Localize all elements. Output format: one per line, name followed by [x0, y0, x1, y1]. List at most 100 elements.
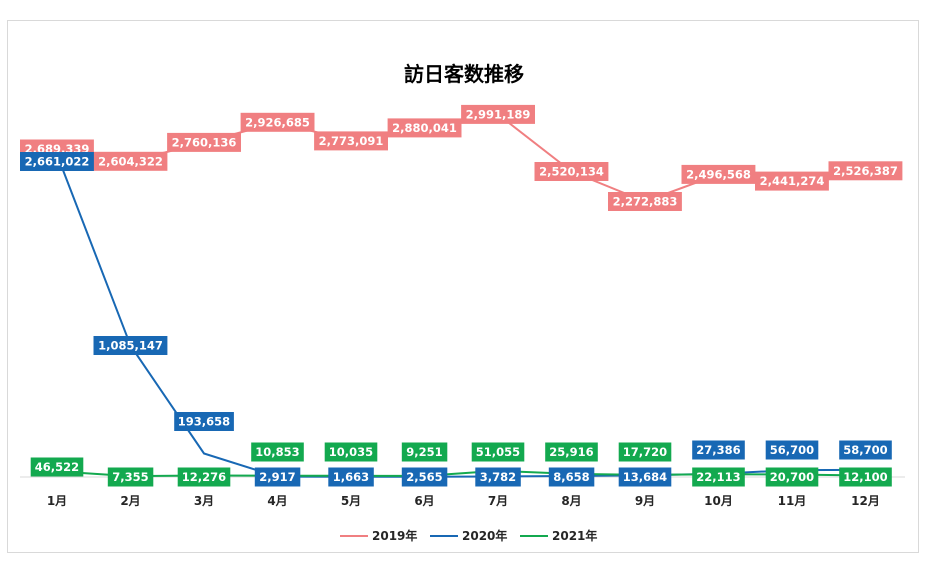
data-label-text: 58,700 — [843, 443, 887, 457]
data-label: 3,782 — [475, 467, 521, 487]
data-label-box — [839, 440, 892, 460]
x-tick-label: 11月 — [778, 494, 807, 508]
data-label: 17,720 — [618, 442, 672, 462]
data-label: 2,526,387 — [828, 161, 903, 181]
data-label-box — [174, 412, 234, 431]
data-label-box — [254, 467, 301, 487]
data-label-box — [534, 162, 609, 181]
data-label: 12,276 — [177, 467, 231, 487]
data-label-text: 8,658 — [553, 470, 589, 484]
data-label-box — [324, 442, 378, 462]
data-label-box — [828, 161, 903, 181]
data-label-box — [618, 442, 672, 462]
data-label: 2,661,022 — [20, 152, 94, 171]
data-label-text: 2,760,136 — [172, 135, 237, 149]
data-label-box — [545, 442, 598, 462]
data-label-text: 3,782 — [480, 470, 516, 484]
data-labels: 2,689,3392,604,3222,760,1362,926,6852,77… — [20, 104, 903, 487]
data-label-text: 2,917 — [259, 470, 295, 484]
data-label-text: 2,773,091 — [319, 134, 384, 148]
legend: 2019年 2020年 2021年 — [340, 528, 597, 543]
x-tick-label: 8月 — [561, 494, 581, 508]
data-label-text: 2,496,568 — [686, 167, 751, 181]
data-label-text: 2,441,274 — [760, 174, 825, 188]
data-label: 2,991,189 — [461, 104, 535, 124]
data-label-text: 2,880,041 — [392, 121, 457, 135]
data-label: 13,684 — [618, 467, 672, 487]
data-label-text: 20,700 — [770, 470, 814, 484]
data-label: 2,917 — [254, 467, 301, 487]
chart-title: 訪日客数推移 — [404, 62, 524, 86]
legend-item-2: 2021年 — [520, 528, 597, 543]
data-label-text: 1,085,147 — [98, 339, 163, 353]
data-label: 10,853 — [251, 442, 304, 462]
data-label: 2,760,136 — [167, 132, 241, 152]
x-tick-label: 9月 — [635, 494, 655, 508]
legend-label: 2019年 — [372, 528, 417, 543]
legend-label: 2021年 — [552, 528, 597, 543]
data-label: 46,522 — [30, 457, 84, 477]
data-label: 58,700 — [839, 440, 892, 460]
data-label-box — [314, 131, 388, 151]
data-label-text: 2,926,685 — [245, 115, 310, 129]
data-label-box — [107, 467, 154, 487]
data-label-box — [475, 467, 521, 487]
data-label-text: 2,565 — [406, 470, 442, 484]
data-label-text: 9,251 — [406, 445, 442, 459]
data-label-text: 10,035 — [329, 445, 373, 459]
data-label: 20,700 — [765, 467, 819, 487]
data-label-box — [401, 467, 448, 487]
data-label-text: 2,272,883 — [613, 195, 678, 209]
data-label-text: 22,113 — [696, 470, 740, 484]
data-label-box — [765, 467, 819, 487]
x-tick-label: 12月 — [851, 494, 880, 508]
x-tick-label: 7月 — [488, 494, 508, 508]
data-label: 12,100 — [839, 467, 892, 487]
data-label-box — [608, 192, 682, 211]
data-label: 10,035 — [324, 442, 378, 462]
legend-item-0: 2019年 — [340, 528, 417, 543]
data-label: 2,880,041 — [387, 118, 462, 138]
data-label-text: 10,853 — [255, 445, 299, 459]
data-label-text: 13,684 — [623, 470, 667, 484]
data-label-box — [328, 467, 374, 487]
data-label-text: 2,604,322 — [98, 154, 163, 168]
x-tick-label: 5月 — [341, 494, 361, 508]
data-label-text: 193,658 — [178, 415, 230, 429]
data-label: 25,916 — [545, 442, 598, 462]
data-label: 51,055 — [471, 442, 525, 462]
data-label-box — [692, 467, 745, 487]
data-label-text: 12,100 — [843, 470, 887, 484]
data-label-box — [251, 442, 304, 462]
data-label-box — [548, 467, 595, 487]
data-label-box — [93, 151, 168, 171]
data-label: 7,355 — [107, 467, 154, 487]
x-tick-label: 4月 — [267, 494, 287, 508]
data-label-text: 2,991,189 — [466, 107, 531, 121]
data-label-text: 2,661,022 — [25, 155, 90, 169]
data-label-text: 51,055 — [476, 445, 520, 459]
data-label-box — [839, 467, 892, 487]
data-label: 2,926,685 — [240, 112, 315, 132]
data-label: 56,700 — [765, 440, 819, 460]
data-label: 2,496,568 — [681, 164, 756, 184]
data-label: 2,773,091 — [314, 131, 388, 151]
data-label-text: 17,720 — [623, 445, 667, 459]
data-label-box — [461, 104, 535, 124]
data-label-text: 7,355 — [112, 470, 148, 484]
data-label-text: 12,276 — [182, 470, 226, 484]
x-tick-label: 6月 — [414, 494, 434, 508]
data-label-box — [387, 118, 462, 138]
data-label: 1,085,147 — [93, 336, 168, 355]
x-tick-label: 2月 — [120, 494, 140, 508]
data-label: 27,386 — [692, 440, 745, 460]
data-label: 2,441,274 — [755, 171, 829, 191]
data-label: 2,272,883 — [608, 192, 682, 211]
data-label-box — [240, 112, 315, 132]
data-label: 8,658 — [548, 467, 595, 487]
data-label: 2,520,134 — [534, 162, 609, 181]
data-label-text: 2,526,387 — [833, 164, 898, 178]
data-label-text: 25,916 — [549, 445, 593, 459]
data-label-box — [20, 152, 94, 171]
